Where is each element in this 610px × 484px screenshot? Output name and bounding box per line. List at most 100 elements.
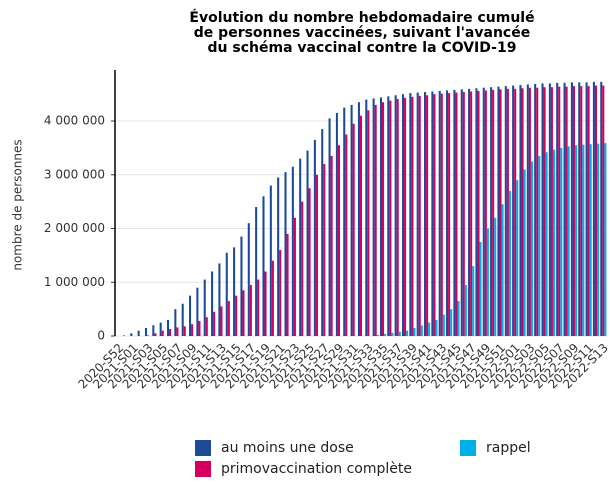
bar [367,110,370,336]
bar [552,149,556,336]
bar [560,147,563,336]
bar [494,217,497,336]
bar [563,82,566,336]
bar [166,319,170,336]
bar [582,144,585,336]
bar [387,96,390,336]
bar [565,86,568,336]
legend-label: rappel [486,440,531,456]
bar [585,82,588,337]
bar [567,146,570,336]
bar [196,287,199,336]
bar [359,115,363,337]
bar [233,247,236,336]
bar [545,152,548,336]
bar [391,332,394,336]
bar [249,284,252,336]
bar [411,96,414,337]
bar [291,166,294,336]
chart-title: du schéma vaccinal contre la COVID-19 [208,40,517,56]
bar [472,266,475,336]
bar [550,87,553,337]
bar [205,317,208,336]
bar [335,112,338,336]
bar [337,145,340,336]
bar [453,89,456,336]
bar [176,327,179,336]
bar [536,87,539,336]
bar [464,284,467,336]
bar [482,87,485,336]
bar [574,145,578,336]
bar [521,88,524,336]
bar [301,201,304,336]
bar [293,217,296,336]
bar [308,188,311,336]
chart-title: Évolution du nombre hebdomadaire cumulé [189,9,534,26]
bar [122,335,125,336]
legend-swatch [195,461,211,477]
bar [504,86,507,336]
bar [247,223,250,336]
bar [409,93,412,336]
bar [269,185,272,336]
bar [299,158,302,336]
bar [602,85,605,337]
bar [264,271,267,336]
bar [424,92,427,337]
bar [345,134,348,336]
bar [169,329,172,336]
bar [558,86,561,336]
bar [538,155,541,336]
y-axis-label: nombre de personnes [11,139,25,270]
bar [486,228,489,336]
y-tick-label: 2 000 000 [44,221,105,235]
bar [519,85,522,336]
bar [286,233,289,336]
bar [137,330,140,336]
bar [161,330,164,336]
bar [144,327,148,336]
bar [442,314,445,336]
bar [379,97,383,336]
bar [597,143,600,336]
bar [548,83,551,336]
bar [406,330,409,336]
bar [313,139,316,336]
bar [330,155,333,336]
bar [428,322,431,336]
bar [315,174,318,336]
bar [506,88,509,337]
bar [490,87,493,337]
bar [227,301,230,336]
bar [570,82,573,337]
bar [401,94,405,336]
bar [321,129,324,336]
bar [499,89,502,336]
bar [514,88,517,337]
bar [426,95,429,337]
bar [604,143,607,336]
bar [262,196,265,336]
bar [477,90,480,336]
bar [600,81,603,336]
bar [218,263,221,336]
bar [460,89,463,336]
bar [277,177,280,336]
bar [343,107,346,336]
bar [462,92,465,337]
bar [455,92,458,336]
bar [374,104,377,336]
legend-label: primovaccination complète [221,461,412,477]
bar [450,309,453,336]
bar [174,309,177,336]
y-tick-label: 1 000 000 [44,275,105,289]
bar [435,319,438,336]
bar [404,97,407,336]
legend-label: au moins une dose [221,440,354,456]
bar [328,118,331,336]
legend-swatch [460,440,476,456]
bar [457,301,460,336]
bar [396,99,399,336]
